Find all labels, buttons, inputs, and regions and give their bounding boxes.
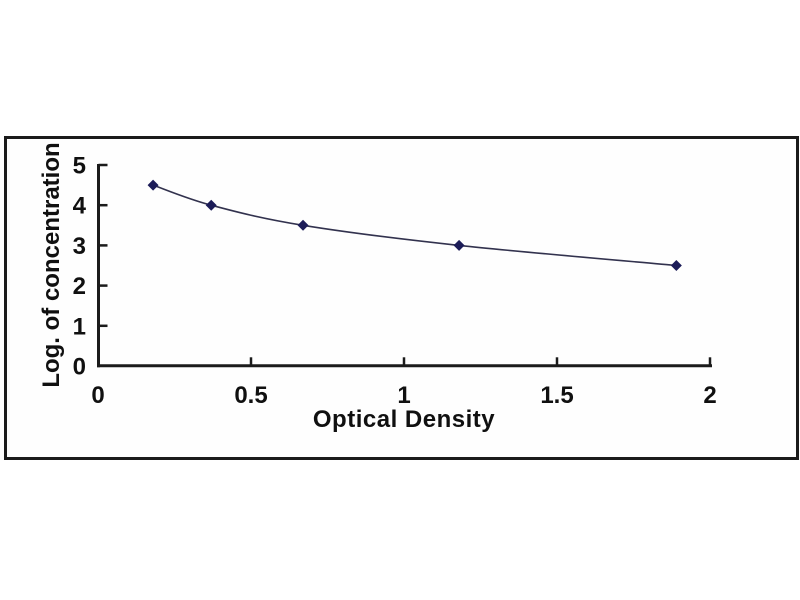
data-point-marker bbox=[205, 199, 217, 211]
y-tick-label: 2 bbox=[73, 273, 86, 300]
data-point-marker bbox=[147, 179, 159, 191]
y-tick-label: 0 bbox=[73, 354, 86, 381]
y-axis-title: Log. of concentration bbox=[38, 142, 65, 388]
y-tick-label: 1 bbox=[73, 313, 86, 340]
data-point-marker bbox=[670, 260, 682, 271]
x-tick-label: 1.5 bbox=[540, 382, 573, 409]
x-tick-label: 0.5 bbox=[234, 382, 267, 409]
y-tick-label: 3 bbox=[73, 233, 86, 260]
x-axis-title: Optical Density bbox=[312, 406, 496, 433]
y-tick-label: 4 bbox=[73, 193, 87, 220]
data-point-marker bbox=[297, 219, 309, 231]
data-point-marker bbox=[453, 239, 465, 251]
y-tick-label: 5 bbox=[73, 153, 86, 180]
chart-frame bbox=[4, 136, 799, 460]
x-tick-label: 0 bbox=[91, 382, 104, 409]
standard-curve-line bbox=[152, 184, 677, 267]
x-tick-label: 2 bbox=[703, 382, 716, 409]
x-tick-label: 1 bbox=[397, 382, 410, 409]
